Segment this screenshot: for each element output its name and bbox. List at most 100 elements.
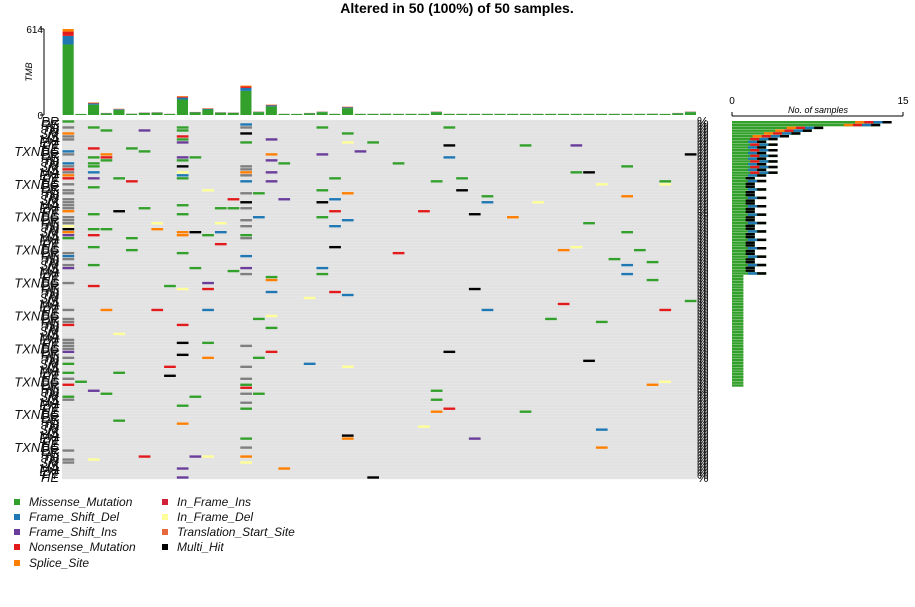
mutation-cell [176, 251, 189, 255]
tmb-bar-segment [189, 112, 201, 115]
frequency-bar-segment [732, 317, 744, 320]
mutation-cell [443, 126, 456, 129]
tmb-bar-segment [113, 109, 125, 115]
frequency-bar [732, 277, 744, 281]
mutation-cell [545, 317, 557, 321]
percent-label: % [697, 446, 709, 461]
mutation-cell [214, 207, 227, 210]
tmb-bar [659, 113, 671, 115]
mutation-cell [189, 230, 202, 234]
percent-label: % [697, 410, 709, 425]
frequency-bar-segment [732, 333, 744, 337]
tmb-bar-segment [646, 113, 658, 115]
tmb-bar [227, 112, 239, 115]
gene-label: HE [41, 174, 59, 189]
frequency-bar [732, 339, 744, 342]
frequency-bar-segment [732, 241, 755, 244]
mutation-cell [570, 144, 583, 147]
mutation-cell [316, 126, 329, 129]
percent-label: % [697, 461, 709, 476]
gene-label: EM [40, 234, 60, 249]
mutation-cell [595, 183, 608, 186]
tmb-bar [138, 112, 150, 115]
frequency-bar-segment [732, 289, 744, 292]
mutation-cell [240, 266, 252, 270]
freq-tick-label-max: 15 [897, 96, 909, 107]
mutation-cell [392, 251, 405, 255]
mutation-cell [519, 410, 532, 413]
mutation-cell [341, 219, 354, 222]
mutation-cell [176, 213, 189, 216]
frequency-bar-segment [732, 300, 744, 303]
percent-label: % [697, 314, 709, 329]
percent-label: % [697, 350, 709, 365]
frequency-bar-segment [757, 238, 767, 242]
percent-label: % [697, 383, 709, 398]
tmb-bar-segment [75, 114, 87, 115]
frequency-bar-segment [784, 129, 794, 132]
mutation-cell [62, 210, 75, 213]
frequency-bar [732, 205, 767, 208]
frequency-bar [732, 154, 778, 158]
frequency-bar [732, 230, 767, 233]
percent-label: % [697, 308, 709, 323]
mutation-cell [468, 213, 481, 216]
mutation-cell [100, 129, 113, 132]
percent-label: % [697, 144, 709, 159]
mutation-cell [100, 392, 113, 395]
mutation-cell [62, 204, 75, 207]
frequency-bar-segment [745, 249, 755, 253]
mutation-cell [240, 171, 252, 174]
legend-label: Missense_Mutation [29, 494, 133, 509]
mutation-cell [621, 272, 633, 276]
percent-label: % [697, 359, 709, 374]
mutation-cell [62, 189, 75, 192]
frequency-bar-segment [768, 160, 778, 163]
frequency-bar-segment [814, 126, 824, 130]
frequency-bar-segment [732, 305, 744, 309]
tmb-bar [62, 29, 74, 116]
gene-label: MA [40, 395, 60, 410]
tmb-bar-segment [430, 112, 442, 115]
gene-label: NI [46, 449, 59, 464]
tmb-bar [532, 113, 544, 115]
mutation-cell [329, 177, 341, 180]
frequency-bar-segment [732, 233, 755, 236]
frequency-bar [732, 300, 744, 303]
tmb-bar [545, 113, 557, 115]
mutation-cell [202, 281, 214, 285]
percent-label: % [697, 431, 709, 446]
mutation-cell [240, 123, 252, 126]
gene-label: PT [42, 335, 60, 350]
mutation-cell [646, 383, 659, 386]
mutation-cell [138, 129, 151, 132]
mutation-cell [62, 395, 75, 398]
percent-label: % [697, 470, 709, 485]
mutation-cell [202, 341, 214, 345]
mutation-cell [62, 165, 75, 168]
mutation-cell [265, 275, 278, 279]
tmb-bars [62, 29, 696, 116]
gene-label: TN [42, 123, 60, 138]
gene-label: EM [40, 365, 60, 380]
frequency-panel: 0 15 No. of samples [729, 96, 909, 387]
frequency-bar [732, 297, 744, 300]
percent-label: % [697, 311, 709, 326]
frequency-bar [732, 317, 744, 320]
gene-label: HE [41, 141, 59, 156]
percent-label: % [697, 153, 709, 168]
tmb-bar [240, 85, 252, 115]
tmb-bar-segment [62, 35, 74, 45]
frequency-bar-segment [745, 224, 755, 228]
gene-label: IS [47, 261, 60, 276]
gene-label: MA [40, 428, 60, 443]
frequency-bar [732, 199, 755, 202]
frequency-bar-segment [757, 157, 767, 160]
frequency-bar-segment [732, 283, 744, 286]
mutation-cell [240, 377, 252, 380]
gene-label: MA [40, 461, 60, 476]
frequency-bar [732, 196, 767, 200]
frequency-bar [732, 303, 744, 306]
mutation-cell [418, 425, 430, 428]
gene-label: NI [46, 383, 59, 398]
